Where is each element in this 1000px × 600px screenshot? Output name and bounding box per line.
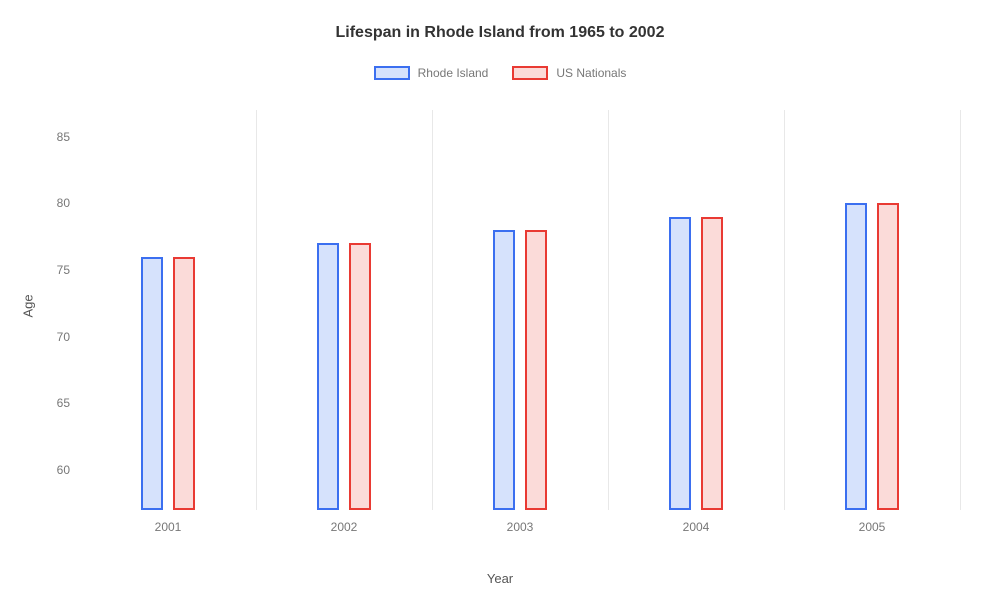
x-tick-label: 2003 — [507, 520, 534, 534]
legend-swatch — [512, 66, 548, 80]
bar — [493, 230, 515, 510]
y-axis-label: Age — [21, 294, 36, 317]
x-tick-label: 2002 — [331, 520, 358, 534]
bar — [701, 217, 723, 510]
bar — [349, 243, 371, 510]
grid-line — [432, 110, 433, 510]
plot-area: 60657075808520012002200320042005 — [80, 110, 960, 510]
y-tick-label: 60 — [57, 463, 70, 477]
grid-line — [256, 110, 257, 510]
bar — [877, 203, 899, 510]
bar — [173, 257, 195, 510]
x-tick-label: 2005 — [859, 520, 886, 534]
y-tick-label: 80 — [57, 196, 70, 210]
y-tick-label: 65 — [57, 396, 70, 410]
bar — [845, 203, 867, 510]
bar — [669, 217, 691, 510]
legend-item: Rhode Island — [374, 66, 489, 80]
legend: Rhode Island US Nationals — [0, 66, 1000, 80]
chart-title: Lifespan in Rhode Island from 1965 to 20… — [0, 0, 1000, 42]
x-tick-label: 2004 — [683, 520, 710, 534]
legend-item: US Nationals — [512, 66, 626, 80]
legend-swatch — [374, 66, 410, 80]
grid-line — [784, 110, 785, 510]
y-tick-label: 70 — [57, 330, 70, 344]
y-tick-label: 85 — [57, 130, 70, 144]
legend-label: US Nationals — [556, 66, 626, 80]
bar — [141, 257, 163, 510]
legend-label: Rhode Island — [418, 66, 489, 80]
x-axis-label: Year — [487, 571, 513, 586]
bar — [525, 230, 547, 510]
grid-line — [608, 110, 609, 510]
y-tick-label: 75 — [57, 263, 70, 277]
bar — [317, 243, 339, 510]
grid-line — [960, 110, 961, 510]
x-tick-label: 2001 — [155, 520, 182, 534]
